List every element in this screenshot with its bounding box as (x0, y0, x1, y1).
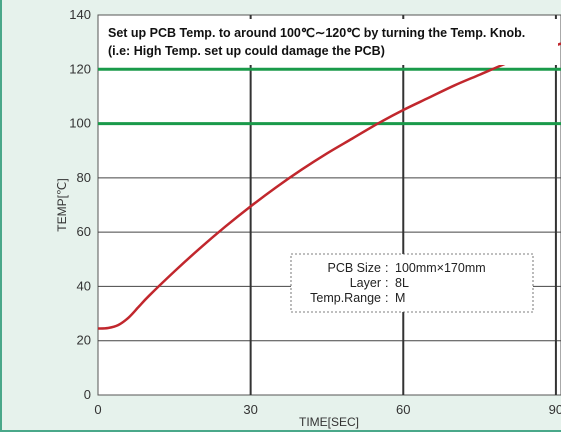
y-tick-label: 120 (69, 61, 91, 76)
pcb-info-box (290, 253, 534, 313)
info-colon: : (385, 261, 388, 275)
x-axis-label: TIME[SEC] (299, 415, 359, 429)
info-value: 8L (395, 276, 409, 290)
x-tick-label: 30 (243, 402, 257, 417)
info-colon: : (385, 276, 388, 290)
info-value: M (395, 291, 405, 305)
tick-labels: 0 20 40 60 80 100 120 140 0 30 60 90 (69, 7, 561, 417)
note-line-2: (i.e: High Temp. set up could damage the… (108, 44, 385, 58)
note-box (103, 19, 558, 65)
y-tick-label: 100 (69, 116, 91, 131)
y-tick-label: 0 (84, 387, 91, 402)
plot-area (97, 14, 561, 396)
series-line-temperature (97, 42, 561, 330)
y-axis-label: TEMP[℃] (55, 178, 69, 231)
y-tick-label: 40 (77, 278, 91, 293)
y-tick-label: 20 (77, 333, 91, 348)
y-tick-label: 80 (77, 170, 91, 185)
info-label: PCB Size (328, 261, 382, 275)
reference-lines (98, 67, 561, 126)
info-label: Layer (350, 276, 381, 290)
y-tick-label: 140 (69, 7, 91, 22)
info-value: 100mm×170mm (395, 261, 486, 275)
info-label: Temp.Range (310, 291, 381, 305)
y-tick-label: 60 (77, 224, 91, 239)
note-line-1: Set up PCB Temp. to around 100℃∼120℃ by … (108, 26, 525, 40)
x-tick-label: 90 (549, 402, 561, 417)
x-tick-label: 0 (94, 402, 101, 417)
x-tick-label: 60 (396, 402, 410, 417)
info-colon: : (385, 291, 388, 305)
